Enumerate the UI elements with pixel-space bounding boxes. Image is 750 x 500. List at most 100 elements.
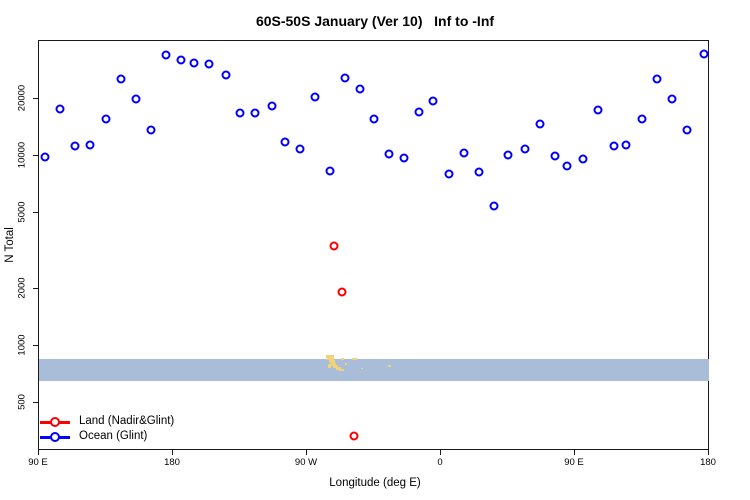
ocean-data-point: [444, 169, 454, 179]
x-axis-tick: [708, 450, 709, 455]
map-land-pixel: [361, 367, 363, 369]
x-axis-tick: [574, 450, 575, 455]
map-land-pixel: [329, 359, 335, 363]
y-axis-tick: [33, 402, 38, 404]
y-axis-tick: [33, 345, 38, 346]
legend-circle-sample: [50, 417, 60, 427]
ocean-data-point: [55, 104, 65, 114]
chart-title: 60S-50S January (Ver 10) Inf to -Inf: [255, 13, 495, 29]
ocean-data-point: [428, 96, 438, 106]
map-land-pixel: [328, 363, 331, 368]
y-axis-tick-label: 5000: [16, 201, 28, 223]
land-data-point: [337, 287, 347, 297]
ocean-data-point: [399, 153, 409, 163]
y-axis-tick-label: 2000: [16, 277, 28, 299]
plot-area: [38, 40, 709, 450]
x-axis-tick: [440, 450, 441, 455]
legend-item: Ocean (Glint): [40, 429, 174, 444]
legend: Land (Nadir&Glint) Ocean (Glint): [40, 414, 174, 444]
y-axis-tick-label: 500: [16, 394, 28, 411]
y-axis-tick-label: 1000: [16, 334, 28, 356]
legend-item: Land (Nadir&Glint): [40, 414, 174, 429]
ocean-data-point: [161, 50, 171, 60]
x-axis-tick-label: 90 E: [28, 457, 48, 468]
x-axis-tick: [38, 450, 39, 455]
ocean-data-point: [609, 141, 619, 151]
ocean-data-point: [652, 74, 662, 84]
y-axis-tick-label: 20000: [16, 84, 28, 112]
map-land-pixel: [327, 357, 334, 360]
ocean-data-point: [621, 140, 631, 150]
map-land-pixel: [352, 358, 357, 360]
ocean-data-point: [340, 73, 350, 83]
map-land-pixel: [326, 355, 334, 358]
latitude-band-map-strip: [39, 355, 709, 382]
x-axis-tick: [306, 450, 307, 455]
ocean-data-point: [369, 114, 379, 124]
ocean-data-point: [520, 144, 530, 154]
ocean-data-point: [221, 70, 231, 80]
legend-label: Land (Nadir&Glint): [79, 415, 175, 427]
ocean-data-point: [325, 166, 335, 176]
ocean-data-point: [40, 152, 50, 162]
y-axis-tick: [33, 155, 38, 156]
ocean-data-point: [85, 140, 95, 150]
ocean-data-point: [131, 94, 141, 104]
ocean-data-point: [459, 148, 469, 158]
ocean-data-point: [176, 55, 186, 65]
legend-marker: [40, 414, 70, 429]
ocean-data-point: [310, 92, 320, 102]
ocean-data-point: [699, 49, 709, 59]
x-axis-tick-label: 180: [700, 457, 716, 468]
ocean-data-point: [593, 105, 603, 115]
ocean-data-point: [682, 125, 692, 135]
y-axis-tick: [33, 97, 38, 99]
ocean-data-point: [116, 74, 126, 84]
ocean-data-point: [503, 150, 513, 160]
map-land-pixel: [388, 364, 391, 367]
x-axis-tick-label: 90 E: [564, 457, 584, 468]
ocean-data-point: [489, 201, 499, 211]
x-axis-tick-label: 0: [437, 457, 443, 468]
ocean-data-point: [578, 154, 588, 164]
ocean-data-point: [535, 119, 545, 129]
ocean-data-point: [101, 114, 111, 124]
legend-label: Ocean (Glint): [79, 430, 148, 442]
ocean-data-point: [70, 141, 80, 151]
y-axis-title: N Total: [4, 227, 16, 263]
ocean-data-point: [384, 149, 394, 159]
x-axis-title: Longitude (deg E): [329, 477, 421, 489]
ocean-data-point: [204, 59, 214, 69]
ocean-data-point: [295, 144, 305, 154]
ocean-data-point: [250, 108, 260, 118]
ocean-data-point: [474, 167, 484, 177]
legend-marker: [40, 429, 70, 444]
ocean-data-point: [550, 151, 560, 161]
map-land-pixel: [339, 368, 344, 371]
y-axis-tick: [33, 212, 38, 214]
ocean-data-point: [189, 58, 199, 68]
legend-circle-sample: [50, 432, 60, 442]
ocean-data-point: [146, 125, 156, 135]
ocean-data-point: [414, 107, 424, 117]
y-axis-tick: [33, 287, 38, 289]
x-axis-tick-label: 180: [164, 457, 180, 468]
y-axis-tick-label: 10000: [16, 141, 28, 169]
map-land-pixel: [331, 362, 336, 366]
ocean-data-point: [280, 137, 290, 147]
land-data-point: [329, 241, 339, 251]
ocean-data-point: [562, 161, 572, 171]
ocean-data-point: [267, 101, 277, 111]
ocean-data-point: [235, 108, 245, 118]
land-data-point: [349, 431, 359, 441]
map-land-pixel: [333, 364, 338, 368]
x-axis-tick-label: 90 W: [294, 457, 318, 468]
ocean-data-point: [637, 114, 647, 124]
map-land-pixel: [341, 358, 344, 360]
x-axis-tick: [172, 450, 173, 455]
map-land-pixel: [336, 366, 341, 370]
ocean-data-point: [355, 84, 365, 94]
ocean-data-point: [667, 94, 677, 104]
map-land-pixel: [345, 362, 347, 365]
